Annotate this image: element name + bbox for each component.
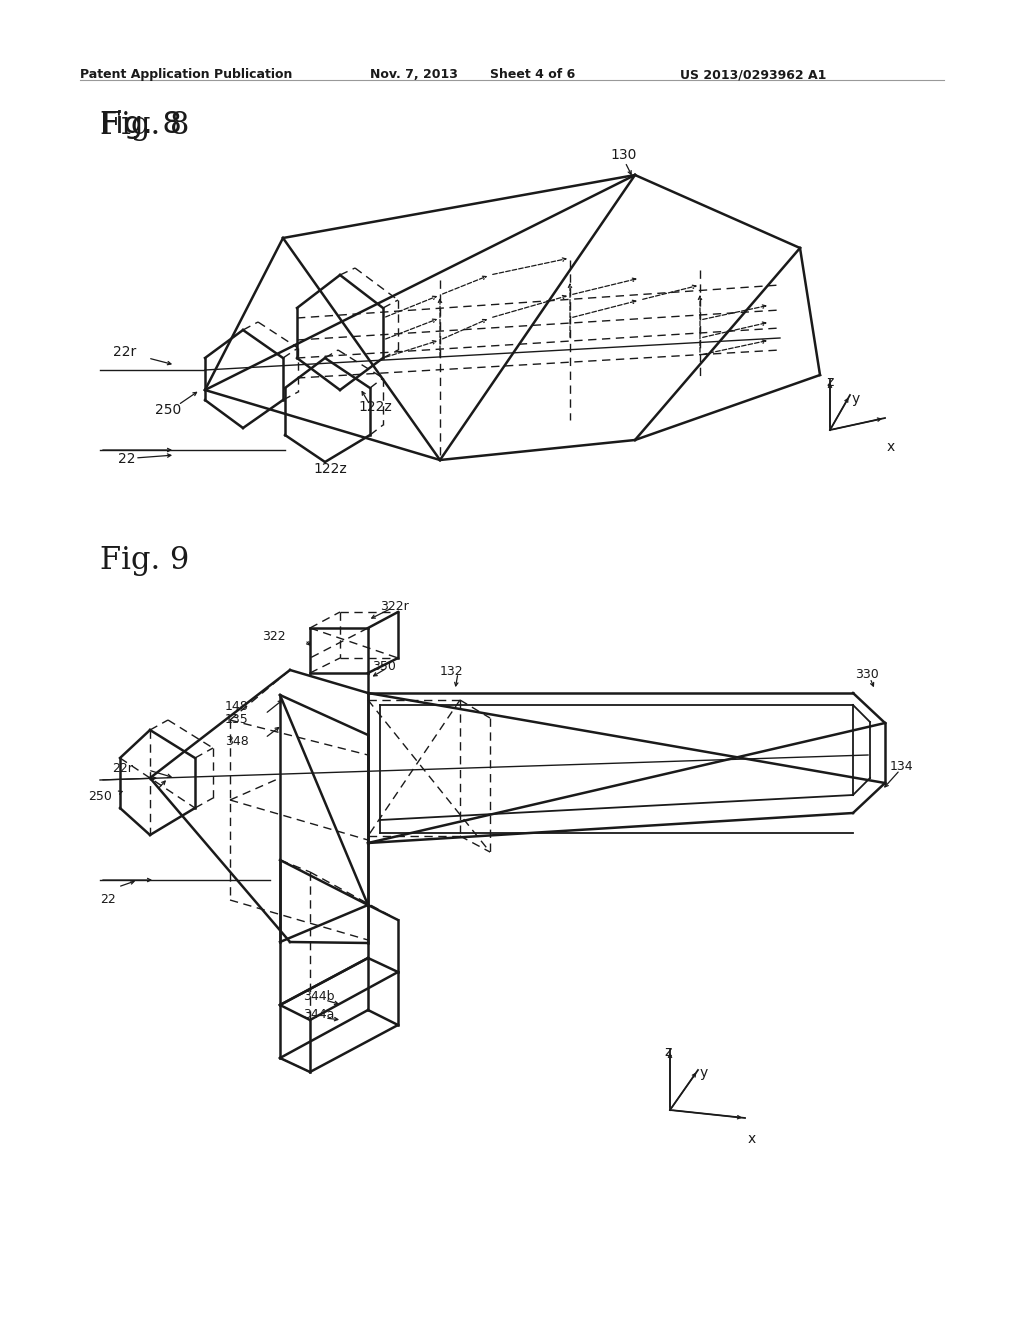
Text: 122z: 122z [313, 462, 347, 477]
Text: 134: 134 [890, 760, 913, 774]
Text: 22: 22 [118, 451, 135, 466]
Text: z: z [664, 1045, 672, 1059]
Text: 250: 250 [88, 789, 112, 803]
Text: 322: 322 [262, 630, 286, 643]
Text: 148: 148 [225, 700, 249, 713]
Text: Nov. 7, 2013: Nov. 7, 2013 [370, 69, 458, 81]
Text: Fig. 8: Fig. 8 [100, 110, 189, 141]
Text: 344b: 344b [303, 990, 335, 1003]
Text: Patent Application Publication: Patent Application Publication [80, 69, 293, 81]
Text: Sheet 4 of 6: Sheet 4 of 6 [490, 69, 575, 81]
Text: US 2013/0293962 A1: US 2013/0293962 A1 [680, 69, 826, 81]
Text: y: y [700, 1067, 709, 1080]
Text: 348: 348 [225, 735, 249, 748]
Text: 330: 330 [855, 668, 879, 681]
Text: 350: 350 [372, 660, 396, 673]
Text: 250: 250 [155, 403, 181, 417]
Text: 122z: 122z [358, 400, 392, 414]
Text: 130: 130 [610, 148, 636, 162]
Text: 322r: 322r [380, 601, 409, 612]
Text: 135: 135 [225, 713, 249, 726]
Text: Fig. 9: Fig. 9 [100, 545, 189, 576]
Text: 22: 22 [100, 894, 116, 906]
Text: y: y [852, 392, 860, 407]
Text: 132: 132 [440, 665, 464, 678]
Text: 22r: 22r [113, 345, 136, 359]
Text: z: z [826, 375, 834, 389]
Text: Fig. 8: Fig. 8 [100, 110, 182, 139]
Text: 22r: 22r [112, 762, 133, 775]
Text: x: x [748, 1133, 757, 1146]
Text: x: x [887, 440, 895, 454]
Text: 344a: 344a [303, 1008, 335, 1020]
